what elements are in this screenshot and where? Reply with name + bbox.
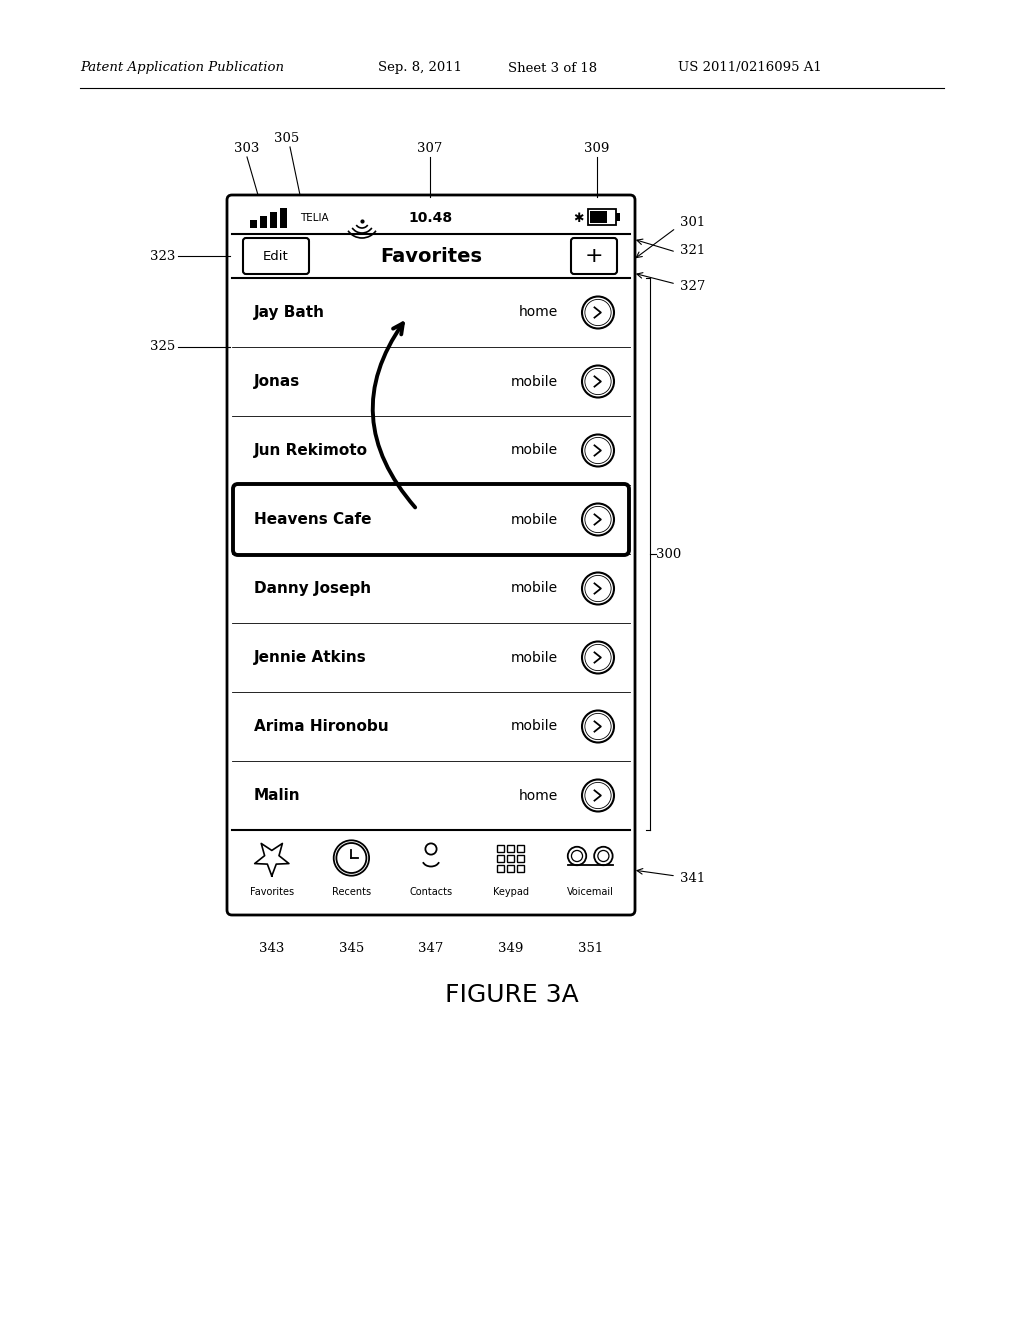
Bar bbox=[517, 854, 524, 862]
Text: 345: 345 bbox=[339, 941, 364, 954]
Text: US 2011/0216095 A1: US 2011/0216095 A1 bbox=[678, 62, 821, 74]
Text: 321: 321 bbox=[680, 243, 706, 256]
Text: 327: 327 bbox=[680, 280, 706, 293]
Text: Voicemail: Voicemail bbox=[566, 887, 613, 898]
Text: Malin: Malin bbox=[254, 788, 301, 803]
Text: Jonas: Jonas bbox=[254, 374, 300, 389]
Text: 307: 307 bbox=[418, 141, 442, 154]
Text: 343: 343 bbox=[259, 941, 285, 954]
Text: mobile: mobile bbox=[511, 651, 558, 664]
Text: 305: 305 bbox=[274, 132, 300, 144]
Bar bbox=[616, 213, 620, 220]
Text: Sheet 3 of 18: Sheet 3 of 18 bbox=[508, 62, 597, 74]
Text: 347: 347 bbox=[419, 941, 443, 954]
Text: home: home bbox=[519, 788, 558, 803]
Text: 300: 300 bbox=[656, 548, 681, 561]
Bar bbox=[260, 216, 267, 228]
Text: 301: 301 bbox=[680, 215, 706, 228]
Text: ✱: ✱ bbox=[572, 211, 584, 224]
Bar bbox=[588, 209, 616, 224]
Bar bbox=[280, 209, 287, 228]
FancyBboxPatch shape bbox=[233, 484, 629, 554]
Bar bbox=[270, 213, 278, 228]
Text: TELIA: TELIA bbox=[300, 213, 329, 223]
FancyBboxPatch shape bbox=[227, 195, 635, 915]
Text: mobile: mobile bbox=[511, 375, 558, 388]
Text: Contacts: Contacts bbox=[410, 887, 453, 898]
Text: 309: 309 bbox=[585, 141, 609, 154]
Text: Recents: Recents bbox=[332, 887, 371, 898]
Bar bbox=[517, 865, 524, 871]
Text: mobile: mobile bbox=[511, 512, 558, 527]
Text: Jun Rekimoto: Jun Rekimoto bbox=[254, 444, 368, 458]
Text: Patent Application Publication: Patent Application Publication bbox=[80, 62, 284, 74]
Text: 349: 349 bbox=[498, 941, 523, 954]
Text: 341: 341 bbox=[680, 871, 706, 884]
Text: Heavens Cafe: Heavens Cafe bbox=[254, 512, 372, 527]
Text: FIGURE 3A: FIGURE 3A bbox=[445, 983, 579, 1007]
Text: Keypad: Keypad bbox=[493, 887, 528, 898]
Text: Favorites: Favorites bbox=[250, 887, 294, 898]
Text: Sep. 8, 2011: Sep. 8, 2011 bbox=[378, 62, 462, 74]
Text: Edit: Edit bbox=[263, 249, 289, 263]
Text: Danny Joseph: Danny Joseph bbox=[254, 581, 371, 597]
Text: mobile: mobile bbox=[511, 444, 558, 458]
Text: 325: 325 bbox=[150, 341, 175, 354]
FancyBboxPatch shape bbox=[243, 238, 309, 275]
Bar bbox=[517, 845, 524, 851]
Text: 323: 323 bbox=[150, 251, 175, 264]
Bar bbox=[497, 845, 504, 851]
Bar bbox=[497, 865, 504, 871]
FancyBboxPatch shape bbox=[571, 238, 617, 275]
Bar bbox=[507, 845, 514, 851]
Bar bbox=[590, 211, 607, 223]
Bar bbox=[497, 854, 504, 862]
Text: Favorites: Favorites bbox=[380, 248, 482, 267]
Bar bbox=[507, 865, 514, 871]
Text: mobile: mobile bbox=[511, 582, 558, 595]
Text: +: + bbox=[585, 246, 603, 267]
Text: Arima Hironobu: Arima Hironobu bbox=[254, 719, 389, 734]
Text: home: home bbox=[519, 305, 558, 319]
Text: Jay Bath: Jay Bath bbox=[254, 305, 325, 319]
Text: 10.48: 10.48 bbox=[409, 211, 453, 224]
Bar bbox=[250, 220, 257, 228]
Text: 303: 303 bbox=[234, 141, 260, 154]
Text: mobile: mobile bbox=[511, 719, 558, 734]
Text: 351: 351 bbox=[578, 941, 603, 954]
Bar bbox=[507, 854, 514, 862]
Text: Jennie Atkins: Jennie Atkins bbox=[254, 649, 367, 665]
